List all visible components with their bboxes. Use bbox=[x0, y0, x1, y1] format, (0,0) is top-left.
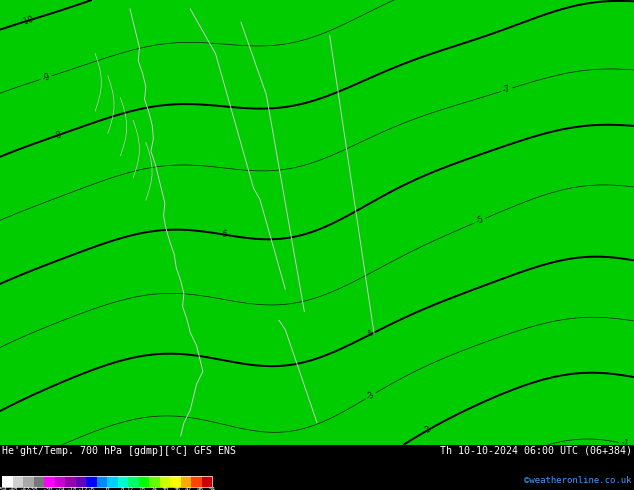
Bar bbox=[96, 476, 107, 487]
Text: -30: -30 bbox=[43, 488, 54, 490]
Text: ©weatheronline.co.uk: ©weatheronline.co.uk bbox=[524, 476, 632, 485]
Text: -4: -4 bbox=[365, 329, 376, 340]
Text: 48: 48 bbox=[197, 488, 204, 490]
Bar bbox=[138, 476, 149, 487]
Text: 0: 0 bbox=[105, 488, 109, 490]
Text: 12: 12 bbox=[127, 488, 134, 490]
Text: -8: -8 bbox=[88, 488, 95, 490]
Text: 24: 24 bbox=[150, 488, 157, 490]
Text: -24: -24 bbox=[55, 488, 65, 490]
Bar bbox=[2, 476, 13, 487]
Text: -1: -1 bbox=[620, 439, 629, 449]
Bar bbox=[55, 476, 65, 487]
Text: -48: -48 bbox=[8, 488, 19, 490]
Bar bbox=[86, 476, 96, 487]
Bar bbox=[23, 476, 34, 487]
Text: He'ght/Temp. 700 hPa [gdmp][°C] GFS ENS: He'ght/Temp. 700 hPa [gdmp][°C] GFS ENS bbox=[2, 446, 236, 456]
Text: -12: -12 bbox=[79, 488, 89, 490]
Bar bbox=[107, 476, 117, 487]
Text: -9: -9 bbox=[41, 72, 51, 83]
Bar bbox=[44, 476, 55, 487]
Text: -2: -2 bbox=[422, 424, 434, 436]
Text: -5: -5 bbox=[475, 215, 485, 226]
Bar bbox=[65, 476, 75, 487]
Bar bbox=[34, 476, 44, 487]
Text: 36: 36 bbox=[174, 488, 181, 490]
Text: -54: -54 bbox=[0, 488, 7, 490]
Bar bbox=[117, 476, 128, 487]
Text: 8: 8 bbox=[121, 488, 124, 490]
Text: -18: -18 bbox=[67, 488, 77, 490]
Text: 42: 42 bbox=[185, 488, 192, 490]
Bar bbox=[160, 476, 170, 487]
Text: 18: 18 bbox=[138, 488, 145, 490]
Text: -3: -3 bbox=[365, 390, 377, 402]
Text: Th 10-10-2024 06:00 UTC (06+384): Th 10-10-2024 06:00 UTC (06+384) bbox=[440, 446, 632, 456]
Text: -8: -8 bbox=[54, 129, 64, 141]
Text: -10: -10 bbox=[20, 15, 35, 27]
Text: -42: -42 bbox=[20, 488, 30, 490]
Bar bbox=[128, 476, 138, 487]
Bar bbox=[13, 476, 23, 487]
Text: -38: -38 bbox=[28, 488, 39, 490]
Bar bbox=[149, 476, 160, 487]
Text: -6: -6 bbox=[219, 229, 228, 240]
Bar bbox=[191, 476, 202, 487]
Bar bbox=[181, 476, 191, 487]
Text: 54: 54 bbox=[209, 488, 216, 490]
Bar bbox=[202, 476, 212, 487]
Bar bbox=[2, 476, 212, 487]
Bar bbox=[170, 476, 181, 487]
Text: 30: 30 bbox=[162, 488, 169, 490]
Bar bbox=[75, 476, 86, 487]
Text: -7: -7 bbox=[502, 84, 512, 95]
